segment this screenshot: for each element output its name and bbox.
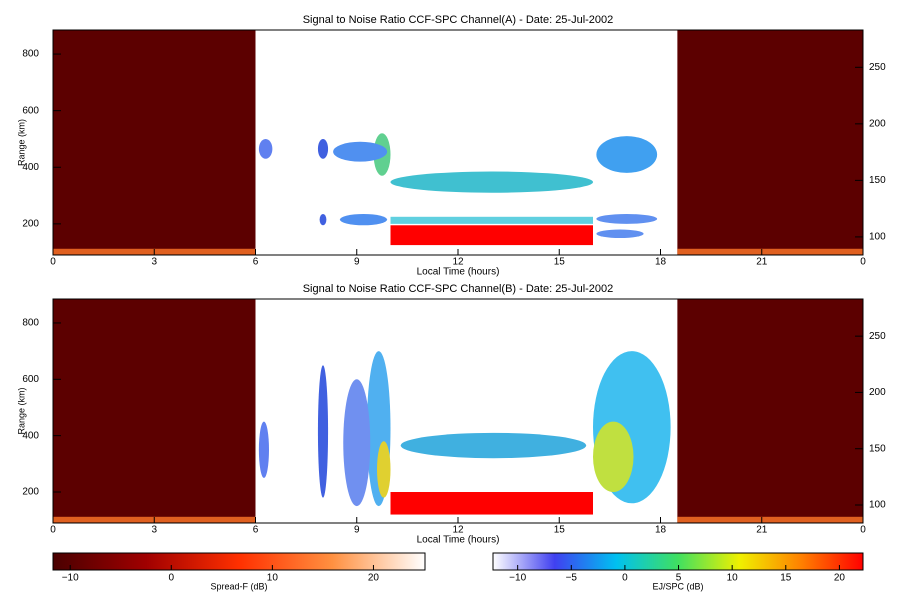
x-axis-label: Local Time (hours): [417, 535, 500, 546]
colorbar-tick-label: −5: [566, 573, 578, 584]
x-tick-label: 6: [253, 257, 259, 268]
heatmap: [53, 299, 863, 523]
y2-tick-label: 100: [869, 232, 886, 243]
region: [593, 421, 634, 493]
region: [677, 516, 863, 523]
colorbar-tick-label: 0: [622, 573, 628, 584]
colorbar-tick-label: 20: [834, 573, 846, 584]
chart-title: Signal to Noise Ratio CCF-SPC Channel(B)…: [303, 283, 614, 295]
colorbar: [52, 552, 426, 571]
region: [596, 213, 658, 224]
region: [343, 379, 371, 507]
y2-tick-label: 150: [869, 443, 886, 454]
x-tick-label: 15: [554, 257, 566, 268]
x-tick-label: 0: [50, 257, 56, 268]
x-tick-label: 12: [452, 525, 464, 536]
y2-tick-label: 100: [869, 500, 886, 511]
y-tick-label: 600: [22, 105, 39, 116]
y2-tick-label: 200: [869, 118, 886, 129]
region: [677, 30, 863, 255]
x-tick-label: 0: [860, 525, 866, 536]
colorbar-tick-label: 10: [267, 573, 279, 584]
y-tick-label: 200: [22, 219, 39, 230]
colorbar-label: Spread-F (dB): [210, 581, 267, 591]
x-tick-label: 21: [756, 525, 768, 536]
x-tick-label: 9: [354, 257, 360, 268]
region: [677, 248, 863, 255]
y-axis-label: Range (km): [16, 119, 26, 166]
region: [53, 299, 256, 523]
region: [319, 213, 327, 226]
region: [596, 136, 658, 173]
colorbar-tick-label: 10: [727, 573, 739, 584]
region: [390, 492, 593, 515]
y-tick-label: 800: [22, 49, 39, 60]
region: [53, 30, 256, 255]
y-tick-label: 800: [22, 318, 39, 329]
x-tick-label: 15: [554, 525, 566, 536]
heatmap: [53, 30, 863, 255]
region: [317, 138, 329, 159]
x-tick-label: 3: [151, 257, 157, 268]
x-tick-label: 0: [50, 525, 56, 536]
colorbar-tick-label: 15: [780, 573, 792, 584]
x-axis-label: Local Time (hours): [417, 267, 500, 278]
colorbar-tick-label: −10: [62, 573, 79, 584]
region: [317, 365, 329, 498]
colorbar-tick-label: 5: [676, 573, 682, 584]
region: [333, 141, 388, 162]
colorbar-tick-label: −10: [509, 573, 526, 584]
colorbar-tick-label: 0: [168, 573, 174, 584]
x-tick-label: 9: [354, 525, 360, 536]
colorbar-tick-label: 20: [368, 573, 380, 584]
region: [596, 229, 644, 239]
x-tick-label: 21: [756, 257, 768, 268]
y2-tick-label: 250: [869, 62, 886, 73]
y-tick-label: 200: [22, 487, 39, 498]
y2-tick-label: 150: [869, 175, 886, 186]
x-tick-label: 18: [655, 257, 667, 268]
x-tick-label: 18: [655, 525, 667, 536]
y-tick-label: 400: [22, 430, 39, 441]
colorbar: [492, 552, 864, 571]
x-tick-label: 3: [151, 525, 157, 536]
y2-tick-label: 250: [869, 331, 886, 342]
region: [400, 432, 587, 459]
x-tick-label: 6: [253, 525, 259, 536]
region: [677, 299, 863, 523]
region: [339, 213, 388, 226]
region: [377, 441, 391, 498]
region: [390, 225, 593, 246]
y-tick-label: 400: [22, 162, 39, 173]
x-tick-label: 0: [860, 257, 866, 268]
x-tick-label: 12: [452, 257, 464, 268]
region: [258, 421, 269, 478]
y-axis-label: Range (km): [16, 387, 26, 434]
y-tick-label: 600: [22, 374, 39, 385]
colorbar-label: EJ/SPC (dB): [652, 581, 703, 591]
y2-tick-label: 200: [869, 387, 886, 398]
region: [390, 171, 593, 193]
chart-title: Signal to Noise Ratio CCF-SPC Channel(A)…: [303, 14, 614, 26]
region: [258, 138, 273, 159]
region: [390, 216, 593, 224]
